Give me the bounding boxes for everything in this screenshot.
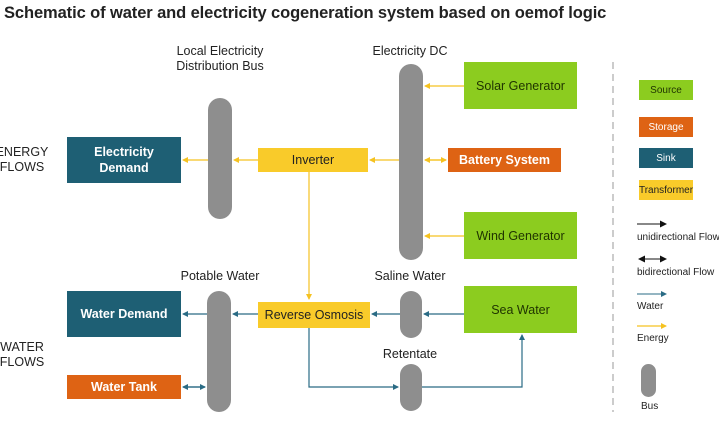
- potable-water-bus: [207, 291, 231, 412]
- legend-bus-label: Bus: [641, 401, 659, 412]
- local-bus-label: Local Electricity Distribution Bus: [176, 44, 264, 73]
- legend-source-swatch: Source: [639, 80, 693, 100]
- saline-water-label: Saline Water: [374, 269, 446, 283]
- diagram-title: Schematic of water and electricity cogen…: [4, 4, 607, 22]
- battery-system-node: Battery System: [448, 148, 561, 172]
- potable-water-label: Potable Water: [180, 269, 260, 283]
- sea-water-node: Sea Water: [464, 286, 577, 333]
- legend-bidirectional-label: bidirectional Flow: [637, 267, 715, 278]
- water-flows-label: WATER FLOWS: [0, 340, 45, 369]
- legend-sink-swatch: Sink: [639, 148, 693, 168]
- reverse-osmosis-node: Reverse Osmosis: [258, 302, 370, 328]
- legend-energy-label: Energy: [637, 333, 669, 344]
- inverter-node: Inverter: [258, 148, 368, 172]
- retentate-label: Retentate: [382, 347, 438, 361]
- legend-water-label: Water: [637, 301, 664, 312]
- water-demand-node: Water Demand: [67, 291, 181, 337]
- legend-bus-swatch: [641, 364, 656, 397]
- solar-generator-node: Solar Generator: [464, 62, 577, 109]
- legend-unidirectional-label: unidirectional Flow: [637, 232, 719, 243]
- electricity-demand-node: Electricity Demand: [67, 137, 181, 183]
- retentate-bus: [400, 364, 422, 411]
- legend-transformer-swatch: Transformer: [639, 180, 693, 200]
- wind-generator-node: Wind Generator: [464, 212, 577, 259]
- energy-flows-label: ENERGY FLOWS: [0, 145, 49, 174]
- legend-storage-swatch: Storage: [639, 117, 693, 137]
- electricity-dc-label: Electricity DC: [372, 44, 448, 58]
- electricity-dc-bus: [399, 64, 423, 260]
- saline-water-bus: [400, 291, 422, 338]
- local-electricity-bus: [208, 98, 232, 219]
- water-tank-node: Water Tank: [67, 375, 181, 399]
